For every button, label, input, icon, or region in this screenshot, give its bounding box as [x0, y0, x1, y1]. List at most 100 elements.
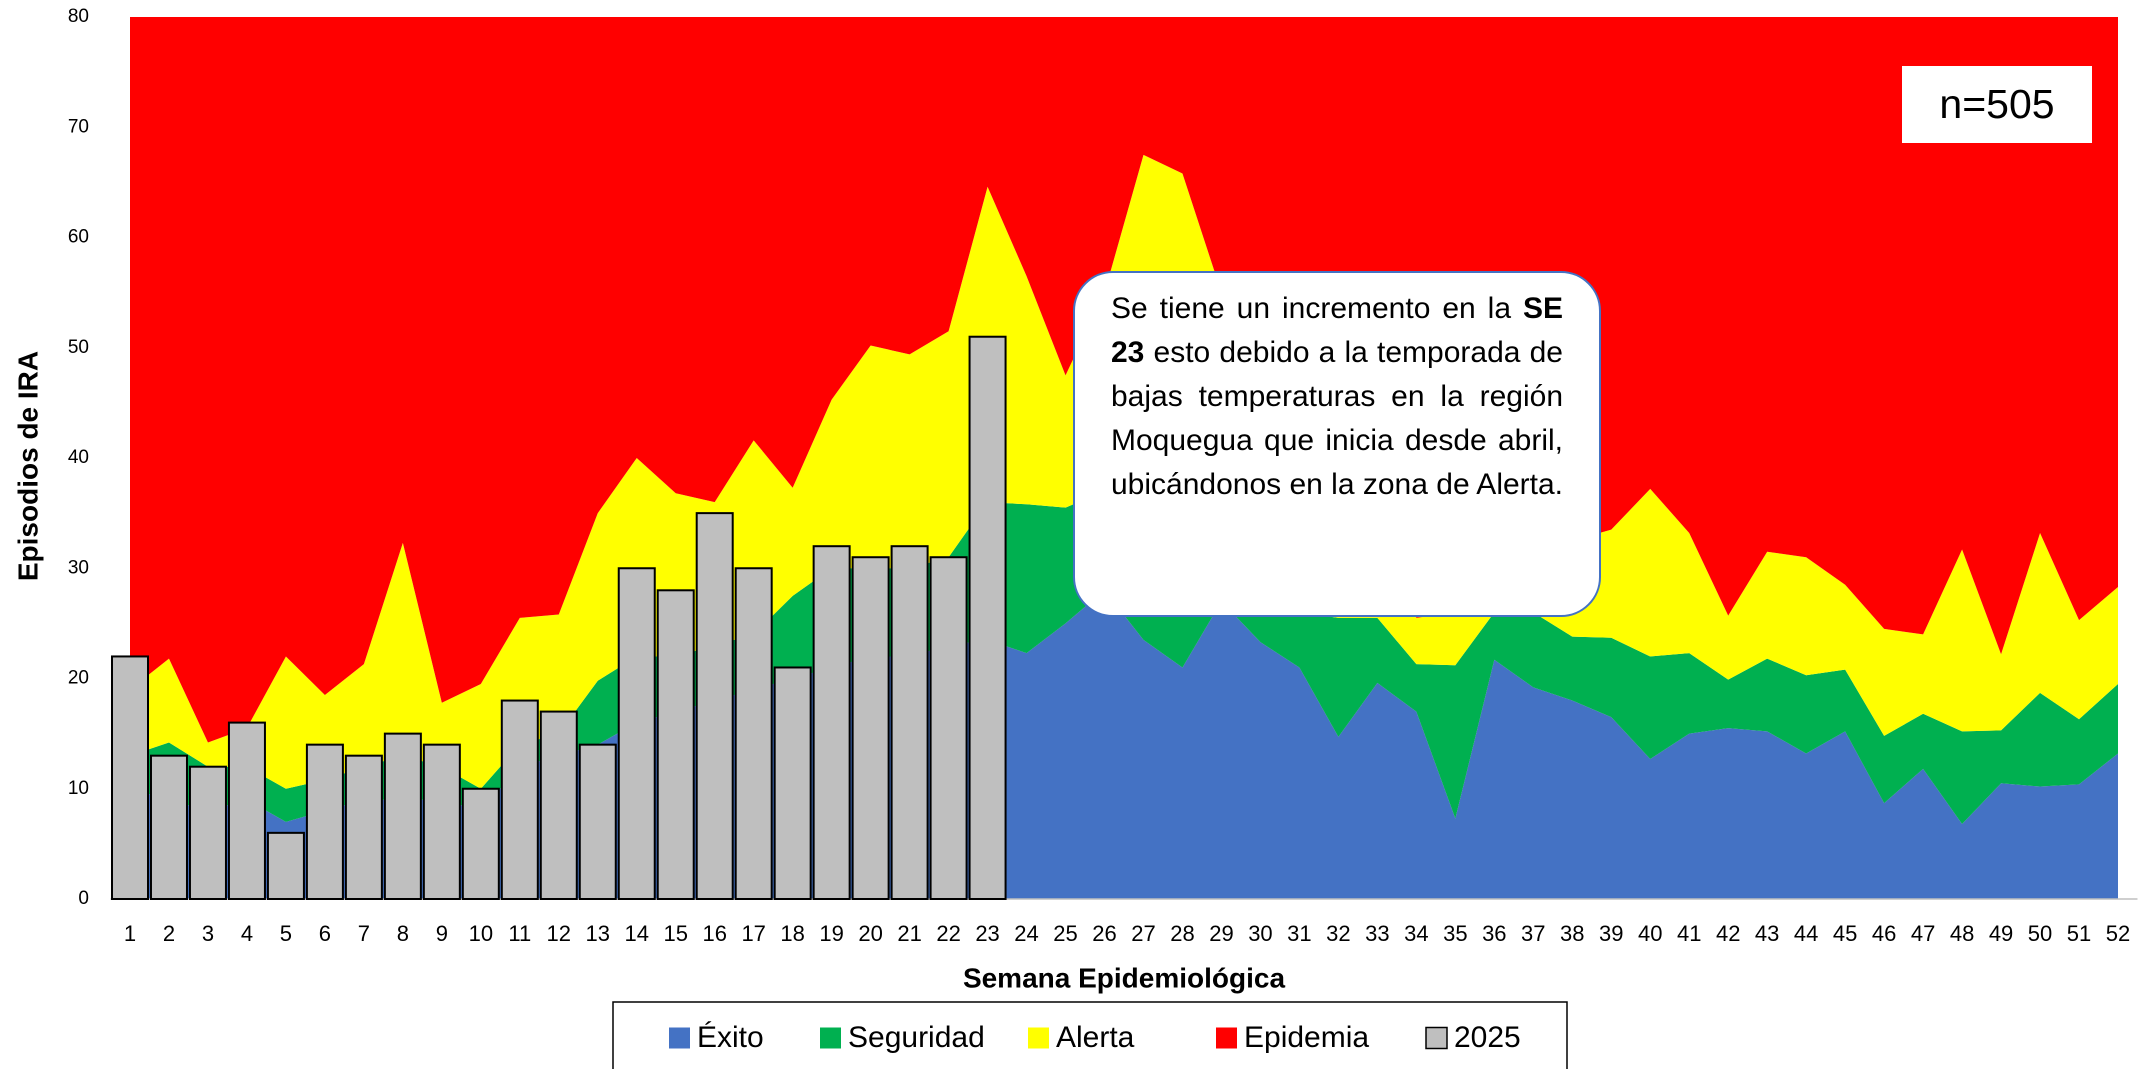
bar: [500, 699, 539, 900]
x-tick-label: 23: [975, 921, 999, 946]
bar: [968, 335, 1007, 901]
x-tick-label: 18: [780, 921, 804, 946]
bar: [383, 732, 422, 900]
bar: [461, 787, 500, 900]
bar: [305, 743, 344, 901]
bar: [188, 765, 227, 901]
bar: [929, 556, 968, 900]
x-tick-label: 5: [280, 921, 292, 946]
x-tick-label: 12: [547, 921, 571, 946]
x-tick-label: 4: [241, 921, 253, 946]
x-tick-label: 38: [1560, 921, 1584, 946]
x-tick-label: 32: [1326, 921, 1350, 946]
x-tick-label: 2: [163, 921, 175, 946]
x-tick-label: 10: [469, 921, 493, 946]
x-tick-label: 34: [1404, 921, 1428, 946]
legend-label: 2025: [1454, 1021, 1521, 1054]
x-tick-label: 49: [1989, 921, 2013, 946]
x-tick-label: 31: [1287, 921, 1311, 946]
bar: [734, 567, 773, 900]
legend-label: Éxito: [697, 1021, 764, 1054]
x-tick-label: 3: [202, 921, 214, 946]
callout: Se tiene un incremento en la SE 23 esto …: [1073, 271, 1601, 617]
x-tick-label: 11: [508, 921, 531, 946]
y-tick-label: 80: [68, 6, 89, 27]
x-tick-label: 43: [1755, 921, 1779, 946]
bar: [695, 512, 734, 900]
x-tick-label: 8: [397, 921, 409, 946]
bar: [227, 721, 266, 900]
bar: [851, 556, 890, 900]
x-tick-label: 22: [936, 921, 960, 946]
x-tick-label: 51: [2067, 921, 2091, 946]
y-tick-label: 20: [68, 668, 89, 689]
x-tick-label: 17: [741, 921, 765, 946]
bar: [773, 666, 812, 900]
legend-label: Epidemia: [1244, 1021, 1369, 1054]
x-tick-label: 1: [124, 921, 136, 946]
x-tick-label: 42: [1716, 921, 1740, 946]
y-axis-title: Episodios de IRA: [12, 351, 43, 581]
bar: [422, 743, 461, 901]
bar: [149, 754, 188, 900]
y-tick-label: 70: [68, 116, 89, 137]
y-tick-label: 50: [68, 337, 89, 358]
x-tick-label: 27: [1131, 921, 1155, 946]
x-tick-label: 36: [1482, 921, 1506, 946]
x-tick-label: 44: [1794, 921, 1818, 946]
x-tick-label: 48: [1950, 921, 1974, 946]
x-tick-label: 30: [1248, 921, 1272, 946]
legend-swatch: [1028, 1027, 1049, 1049]
x-tick-label: 45: [1833, 921, 1857, 946]
x-tick-label: 29: [1209, 921, 1233, 946]
legend-swatch: [1425, 1026, 1448, 1050]
legend-swatch: [820, 1027, 841, 1049]
x-tick-label: 33: [1365, 921, 1389, 946]
bar: [812, 545, 851, 900]
x-tick-label: 47: [1911, 921, 1935, 946]
bar: [617, 567, 656, 900]
x-tick-label: 16: [702, 921, 726, 946]
bar: [890, 545, 929, 900]
x-tick-label: 9: [436, 921, 448, 946]
x-tick-label: 37: [1521, 921, 1545, 946]
callout-bold: SE 23: [1111, 292, 1563, 369]
x-tick-label: 25: [1053, 921, 1077, 946]
legend-box: [612, 1001, 1568, 1069]
bar: [539, 710, 578, 901]
y-tick-label: 30: [68, 557, 89, 578]
x-tick-label: 40: [1638, 921, 1662, 946]
x-tick-label: 20: [858, 921, 882, 946]
x-tick-label: 6: [319, 921, 331, 946]
x-tick-label: 41: [1677, 921, 1701, 946]
x-tick-label: 52: [2106, 921, 2130, 946]
x-tick-label: 24: [1014, 921, 1038, 946]
x-tick-label: 7: [358, 921, 370, 946]
bar: [266, 831, 305, 900]
legend-label: Alerta: [1056, 1021, 1135, 1054]
callout-text: Se tiene un incremento en la: [1111, 292, 1523, 325]
legend-swatch: [1216, 1027, 1237, 1049]
y-tick-label: 10: [68, 778, 89, 799]
x-tick-label: 26: [1092, 921, 1116, 946]
x-tick-label: 15: [663, 921, 687, 946]
x-tick-label: 21: [897, 921, 921, 946]
bar: [578, 743, 617, 901]
legend-swatch: [669, 1027, 690, 1049]
x-axis-title: Semana Epidemiológica: [963, 962, 1286, 993]
x-tick-label: 28: [1170, 921, 1194, 946]
n-label: n=505: [1902, 66, 2092, 143]
y-tick-label: 0: [78, 888, 89, 909]
x-tick-label: 50: [2028, 921, 2052, 946]
bar: [344, 754, 383, 900]
y-tick-label: 40: [68, 447, 89, 468]
x-tick-label: 14: [625, 921, 649, 946]
x-tick-label: 35: [1443, 921, 1467, 946]
bar: [111, 655, 149, 901]
legend-label: Seguridad: [848, 1021, 985, 1054]
x-tick-label: 19: [819, 921, 843, 946]
area-3: [130, 17, 2118, 743]
x-tick-label: 39: [1599, 921, 1623, 946]
y-tick-label: 60: [68, 227, 89, 248]
